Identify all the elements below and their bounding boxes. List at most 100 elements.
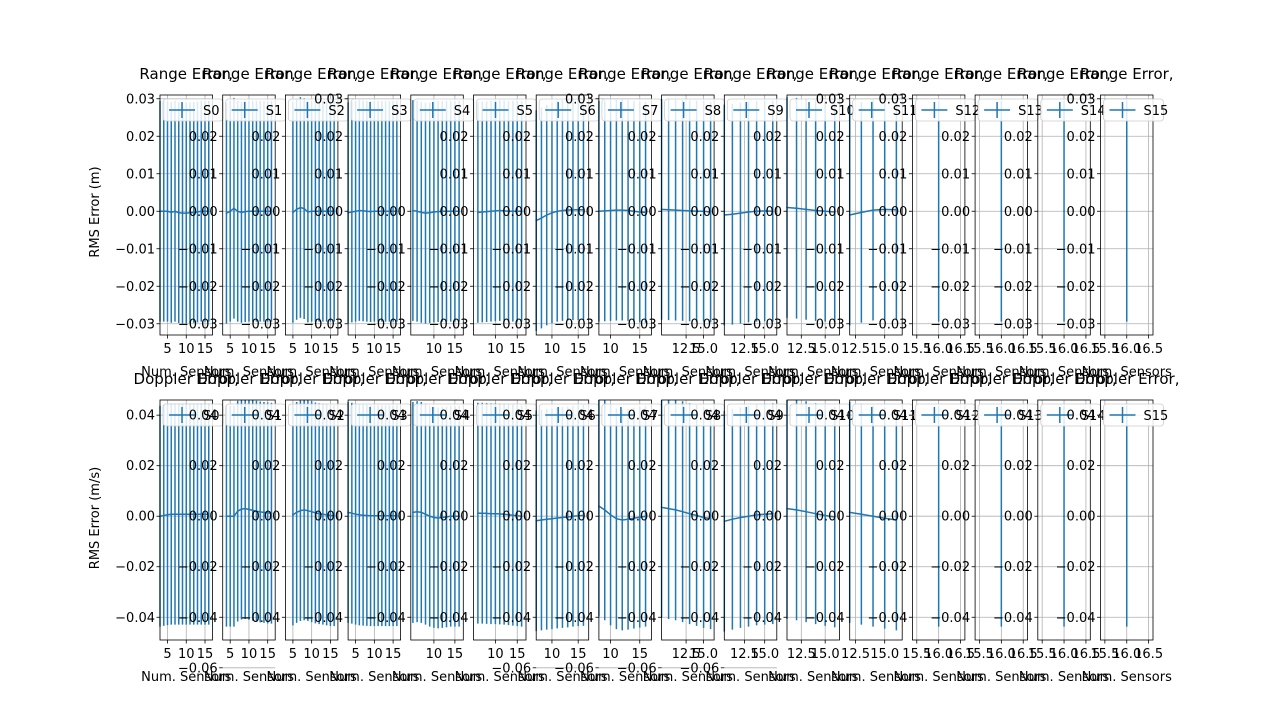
xtick-label-doppler-s2-2: 15 <box>322 647 339 662</box>
subplot-range-s13: 0.020.010.00−0.01−0.02−0.0315.516.016.5N… <box>930 65 1048 380</box>
data-point-range-s9-3 <box>747 211 750 213</box>
ytick-label-doppler-s1-3: −0.02 <box>178 560 218 575</box>
xtick-label-range-s10-0: 12.5 <box>787 342 816 357</box>
xtick-label-range-s13-2: 16.5 <box>1009 342 1038 357</box>
ytick-label-range-s1-5: −0.03 <box>178 317 218 332</box>
subplot-title-doppler-s12: Doppler Error, <box>886 370 991 388</box>
legend-doppler-s10: S10 <box>789 403 855 427</box>
subplot-title-range-s12: Range Error, <box>892 65 986 83</box>
subplot-title-range-s13: Range Error, <box>955 65 1049 83</box>
series-line-doppler-s10 <box>786 507 835 518</box>
subplot-title-range-s4: Range Error, <box>390 65 484 83</box>
xtick-label-range-s2-0: 5 <box>289 342 297 357</box>
ytick-label-range-s13-5: −0.03 <box>930 317 970 332</box>
ytick-label-range-s7-6: −0.03 <box>554 317 594 332</box>
data-point-doppler-s4-8 <box>445 516 448 518</box>
data-point-range-s3-3 <box>358 209 361 212</box>
ytick-label-range-s2-0: 0.02 <box>251 130 280 145</box>
subplot-title-doppler-s0: Doppler Error, <box>134 370 239 388</box>
data-point-range-s8-2 <box>674 209 677 212</box>
xtick-label-range-s7-0: 10 <box>602 342 619 357</box>
data-point-range-s4-0 <box>412 209 414 212</box>
legend-label-range-s2: S2 <box>328 104 345 119</box>
data-point-range-s1-3 <box>236 210 239 213</box>
data-point-doppler-s5-4 <box>494 512 497 515</box>
ytick-label-doppler-s14-4: −0.04 <box>993 611 1033 626</box>
data-point-doppler-s10-5 <box>833 516 836 518</box>
xtick-label-doppler-s4-1: 15 <box>447 647 464 662</box>
xtick-label-range-s4-1: 15 <box>447 342 464 357</box>
ytick-label-range-s6-4: −0.02 <box>491 280 531 295</box>
data-point-range-s7-4 <box>621 209 624 212</box>
legend-label-range-s10: S10 <box>830 104 855 119</box>
ytick-label-doppler-s14-0: 0.04 <box>1004 409 1033 424</box>
data-point-doppler-s4-3 <box>424 513 427 516</box>
subplot-title-doppler-s4: Doppler Error, <box>384 370 489 388</box>
axes-frame-range-s9 <box>723 94 778 336</box>
data-point-range-s11-2 <box>872 209 874 212</box>
ytick-label-range-s9-4: −0.02 <box>679 280 719 295</box>
subplot-range-s6: 0.02 0.01 0.00 −0.01 −0.02 −0.03 10 15 Num. Sens… <box>491 65 609 380</box>
data-point-doppler-s7-6 <box>633 517 635 520</box>
xtick-label-range-s14-2: 16.5 <box>1071 342 1100 357</box>
ytick-label-range-s1-1: 0.01 <box>189 167 218 182</box>
ytick-label-range-s3-1: 0.02 <box>314 130 343 145</box>
xtick-label-range-s12-1: 16.0 <box>924 342 953 357</box>
data-point-doppler-s3-13 <box>395 514 398 517</box>
legend-label-range-s8: S8 <box>705 104 722 119</box>
legend-range-s11: S11 <box>852 98 917 122</box>
ytick-label-doppler-s12-2: 0.00 <box>878 510 907 525</box>
data-point-range-s7-6 <box>633 210 635 213</box>
ytick-label-doppler-s11-2: 0.00 <box>816 510 845 525</box>
subplot-title-range-s14: Range Error, <box>1017 65 1111 83</box>
ytick-label-range-s12-6: −0.03 <box>868 317 908 332</box>
data-point-range-s3-13 <box>395 210 398 213</box>
ytick-label-doppler-s15-1: 0.02 <box>1067 459 1096 474</box>
data-point-range-s5-9 <box>516 210 519 213</box>
data-point-range-s7-8 <box>644 211 647 214</box>
data-point-range-s0-4 <box>174 210 176 213</box>
legend-label-doppler-s1: S1 <box>266 409 283 424</box>
ytick-label-range-s8-1: 0.01 <box>628 167 657 182</box>
subplot-range-s14: 0.020.010.00−0.01−0.02−0.0315.516.016.5N… <box>993 65 1111 380</box>
legend-label-doppler-s3: S3 <box>391 409 408 424</box>
series-line-range-s10 <box>786 206 835 213</box>
x-axis-label-range-s2: Num. Sensors <box>267 365 357 380</box>
ytick-label-range-s0-4: −0.01 <box>115 242 155 257</box>
data-point-range-s8-4 <box>688 209 691 212</box>
data-point-range-s15-0 <box>1125 210 1128 213</box>
ytick-label-range-s13-3: −0.01 <box>930 242 970 257</box>
legend-label-range-s9: S9 <box>767 104 784 119</box>
x-axis-label-range-s1: Num. Sensors <box>204 365 294 380</box>
ytick-label-doppler-s13-1: 0.02 <box>941 459 970 474</box>
data-point-range-s10-4 <box>824 210 827 213</box>
data-point-doppler-s3-12 <box>392 514 394 517</box>
legend-range-s8: S8 <box>664 98 725 122</box>
ytick-label-range-s2-4: −0.02 <box>241 280 281 295</box>
ytick-label-range-s7-3: 0.00 <box>565 205 594 220</box>
x-axis-label-range-s11: Num. Sensors <box>831 365 921 380</box>
ytick-label-range-s12-2: 0.01 <box>878 167 907 182</box>
data-point-doppler-s4-11 <box>458 515 460 518</box>
data-point-range-s2-5 <box>310 210 313 213</box>
ytick-label-doppler-s3-0: 0.04 <box>314 409 343 424</box>
ytick-label-range-s9-0: 0.02 <box>690 130 719 145</box>
x-axis-label-range-s12: Num. Sensors <box>894 365 984 380</box>
ytick-label-doppler-s4-2: 0.00 <box>377 510 406 525</box>
ytick-label-doppler-s12-4: −0.04 <box>868 611 908 626</box>
data-point-doppler-s10-3 <box>814 512 817 515</box>
legend-label-range-s6: S6 <box>579 104 596 119</box>
legend-label-doppler-s4: S4 <box>454 409 471 424</box>
data-point-range-s1-0 <box>225 212 228 215</box>
ytick-label-range-s12-4: −0.01 <box>868 242 908 257</box>
data-point-doppler-s6-7 <box>572 515 574 518</box>
data-point-range-s4-11 <box>458 210 460 213</box>
ytick-label-range-s8-0: 0.02 <box>628 130 657 145</box>
ytick-label-range-s0-6: −0.03 <box>115 317 155 332</box>
data-point-doppler-s14-0 <box>1063 515 1065 518</box>
legend-range-s6: S6 <box>538 98 600 122</box>
data-point-range-s2-6 <box>314 210 317 213</box>
